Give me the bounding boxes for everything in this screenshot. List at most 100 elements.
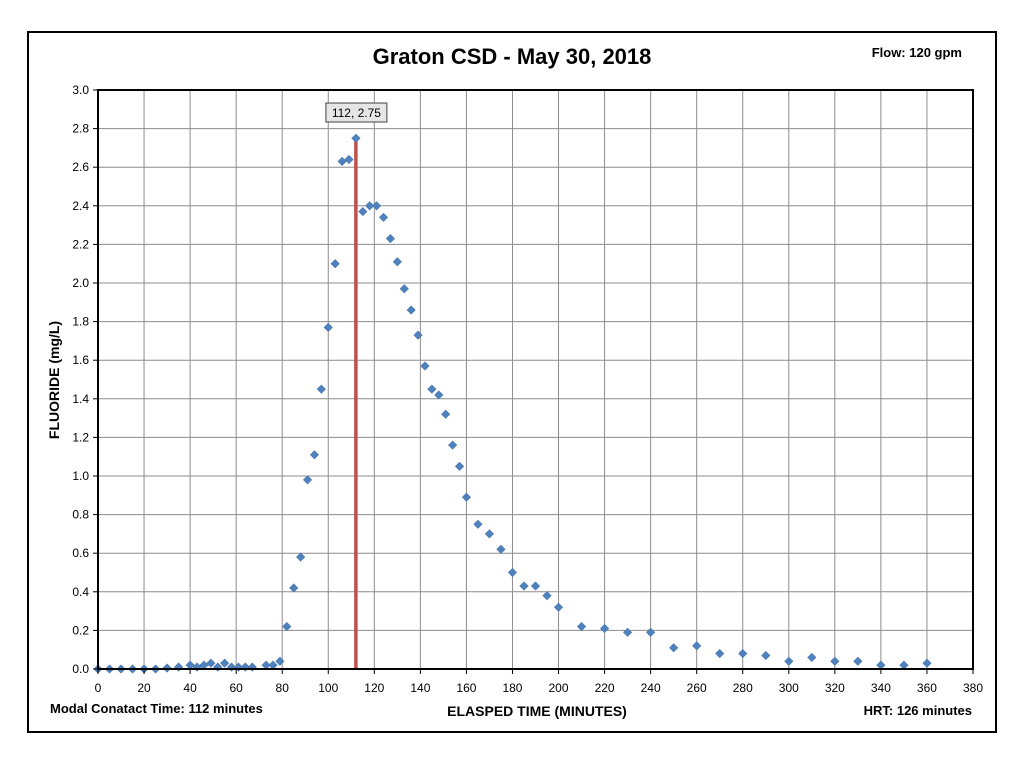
data-point bbox=[599, 623, 610, 634]
data-point bbox=[434, 390, 444, 400]
data-point bbox=[461, 492, 472, 502]
y-tick-label: 0.4 bbox=[72, 585, 89, 599]
x-tick-label: 140 bbox=[410, 681, 430, 695]
y-tick-label: 1.4 bbox=[72, 392, 89, 406]
x-tick-label: 340 bbox=[871, 681, 891, 695]
data-point bbox=[192, 662, 202, 672]
data-point bbox=[302, 475, 313, 485]
data-point bbox=[645, 627, 656, 637]
x-tick-label: 60 bbox=[229, 681, 243, 695]
data-point bbox=[413, 330, 423, 340]
data-label-callout: 112, 2.75 bbox=[325, 102, 388, 123]
x-tick-label: 160 bbox=[456, 681, 476, 695]
y-tick-label: 2.2 bbox=[72, 237, 89, 251]
data-point bbox=[337, 156, 347, 167]
data-point bbox=[853, 656, 863, 666]
y-tick-label: 0.6 bbox=[72, 546, 89, 560]
data-point bbox=[371, 201, 382, 211]
data-point bbox=[358, 206, 368, 217]
y-tick-label: 2.0 bbox=[72, 276, 89, 290]
data-point bbox=[295, 552, 306, 562]
chart-title: Graton CSD - May 30, 2018 bbox=[372, 44, 652, 69]
x-tick-label: 80 bbox=[276, 681, 290, 695]
x-tick-label: 220 bbox=[595, 681, 615, 695]
y-tick-label: 3.0 bbox=[72, 83, 89, 97]
data-point bbox=[420, 361, 430, 371]
data-point bbox=[316, 384, 327, 394]
y-tick-label: 2.8 bbox=[72, 122, 89, 136]
x-tick-label: 280 bbox=[733, 681, 753, 695]
y-tick-label: 1.2 bbox=[72, 430, 89, 444]
data-point bbox=[309, 450, 320, 460]
data-point bbox=[330, 259, 340, 269]
data-point bbox=[542, 591, 552, 601]
data-point bbox=[365, 201, 375, 211]
data-point bbox=[344, 154, 354, 165]
data-point bbox=[473, 519, 483, 529]
data-point bbox=[784, 656, 794, 666]
data-point bbox=[761, 650, 771, 661]
data-point bbox=[247, 662, 257, 672]
data-point bbox=[530, 581, 541, 591]
y-tick-label: 1.0 bbox=[72, 469, 89, 483]
data-point bbox=[406, 305, 416, 315]
y-tick-label: 0.0 bbox=[72, 662, 89, 676]
data-point bbox=[282, 621, 292, 632]
callout-box bbox=[325, 102, 388, 123]
axis-ticks: 0 20 40 60 80 100 120 140 160 180 200 220 240 260 280 3… bbox=[72, 83, 983, 695]
x-tick-label: 380 bbox=[963, 681, 983, 695]
data-point bbox=[669, 643, 679, 653]
data-point bbox=[427, 384, 437, 394]
data-point bbox=[378, 212, 389, 223]
x-tick-label: 100 bbox=[318, 681, 338, 695]
data-point bbox=[399, 284, 409, 294]
x-tick-label: 40 bbox=[183, 681, 197, 695]
x-tick-label: 200 bbox=[549, 681, 569, 695]
modal-contact-time-label: Modal Conatact Time: 112 minutes bbox=[50, 701, 263, 716]
x-tick-label: 260 bbox=[687, 681, 707, 695]
data-point bbox=[922, 658, 932, 668]
chart-frame bbox=[27, 31, 997, 733]
data-point bbox=[715, 648, 725, 659]
flow-label: Flow: 120 gpm bbox=[871, 45, 962, 60]
x-tick-label: 0 bbox=[95, 681, 102, 695]
data-point bbox=[447, 440, 458, 450]
x-tick-label: 300 bbox=[779, 681, 799, 695]
data-point bbox=[576, 621, 587, 632]
data-point bbox=[553, 602, 564, 612]
x-axis-label: ELASPED TIME (MINUTES) bbox=[447, 703, 627, 719]
x-tick-label: 20 bbox=[137, 681, 151, 695]
data-point bbox=[219, 658, 230, 668]
data-point bbox=[323, 322, 333, 333]
data-point bbox=[496, 544, 506, 554]
y-tick-label: 1.8 bbox=[72, 315, 89, 329]
data-point bbox=[507, 567, 518, 578]
x-tick-label: 180 bbox=[502, 681, 522, 695]
data-point bbox=[830, 656, 840, 666]
callout-text: 112, 2.75 bbox=[332, 106, 381, 120]
grid-lines bbox=[98, 90, 973, 669]
hrt-label: HRT: 126 minutes bbox=[863, 703, 972, 718]
data-point bbox=[454, 461, 465, 472]
data-point bbox=[351, 133, 361, 143]
data-point bbox=[484, 529, 495, 539]
data-point bbox=[519, 581, 529, 591]
data-point bbox=[441, 409, 451, 419]
y-tick-label: 1.6 bbox=[72, 353, 89, 367]
data-point bbox=[173, 662, 184, 672]
data-point bbox=[289, 583, 299, 593]
x-tick-label: 360 bbox=[917, 681, 937, 695]
data-point bbox=[392, 257, 402, 267]
data-point bbox=[692, 641, 702, 651]
x-tick-label: 240 bbox=[641, 681, 661, 695]
x-tick-label: 120 bbox=[364, 681, 384, 695]
y-tick-label: 2.6 bbox=[72, 160, 89, 174]
data-point bbox=[213, 662, 223, 672]
y-tick-label: 0.8 bbox=[72, 508, 89, 522]
y-tick-label: 0.2 bbox=[72, 623, 89, 637]
data-point bbox=[807, 652, 817, 663]
data-point bbox=[206, 658, 216, 668]
plot-area-border bbox=[97, 89, 974, 670]
data-point bbox=[622, 627, 633, 637]
